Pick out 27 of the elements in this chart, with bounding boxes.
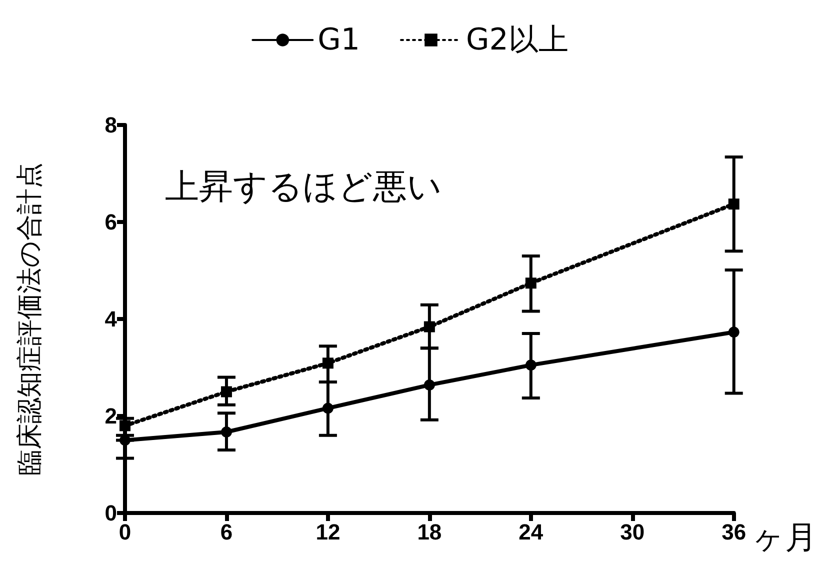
x-tick-label: 6 xyxy=(220,520,233,544)
point xyxy=(525,360,536,371)
x-tick-label: 30 xyxy=(620,520,645,544)
y-tick-label: 6 xyxy=(104,210,117,234)
x-tick-label: 12 xyxy=(316,520,340,544)
point xyxy=(728,326,740,338)
y-tick-label: 8 xyxy=(104,112,117,138)
point xyxy=(424,379,435,390)
legend-label: G1 xyxy=(318,22,360,58)
point xyxy=(220,386,232,398)
point xyxy=(728,198,740,210)
point xyxy=(424,321,435,332)
x-axis-title: ヶ月 xyxy=(752,518,817,556)
point xyxy=(525,278,536,289)
y-tick-label: 2 xyxy=(104,404,117,428)
x-tick-label: 36 xyxy=(722,520,746,544)
legend-label: G2以上 xyxy=(466,22,568,58)
point xyxy=(220,426,232,438)
x-tick-label: 18 xyxy=(417,520,442,544)
point xyxy=(120,420,130,432)
y-tick-label: 0 xyxy=(104,500,117,526)
y-axis-title: 臨床認知症評価法の合計点 xyxy=(15,162,45,476)
point xyxy=(322,402,334,414)
point xyxy=(322,358,334,369)
annotation: 上昇するほど悪い xyxy=(165,167,442,207)
x-tick-label: 24 xyxy=(518,520,544,544)
y-tick-label: 4 xyxy=(104,306,118,332)
